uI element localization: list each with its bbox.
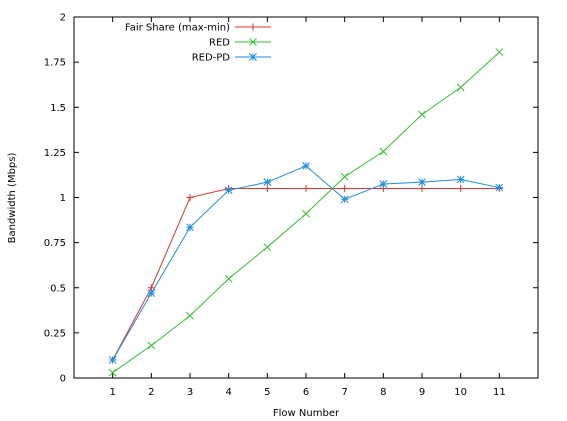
data-point-red-pd — [340, 195, 349, 204]
legend-marker-red-pd — [249, 53, 257, 61]
data-point-red-pd — [108, 356, 117, 364]
data-point-red — [495, 48, 504, 57]
data-point-red-pd — [495, 183, 504, 192]
data-point-red — [186, 311, 194, 320]
data-point-fair-share-max-min — [341, 184, 349, 192]
y-axis-title: Bandwidth (Mbps) — [7, 153, 18, 244]
plot-frame — [73, 16, 539, 379]
y-tick-label: 1.5 — [50, 103, 66, 114]
data-point-red — [379, 147, 388, 156]
data-point-red — [224, 274, 233, 283]
data-point-red-pd — [302, 162, 310, 170]
data-point-fair-share-max-min — [186, 194, 194, 201]
data-point-fair-share-max-min — [418, 184, 426, 192]
y-tick-label: 2 — [60, 13, 66, 24]
data-point-red-pd — [456, 175, 465, 184]
x-tick-label: 6 — [303, 387, 309, 398]
data-point-fair-share-max-min — [263, 184, 271, 192]
y-tick-label: 1.25 — [44, 148, 66, 159]
y-tick-label: 1.75 — [44, 58, 66, 69]
x-tick-label: 11 — [493, 387, 506, 398]
data-point-red — [147, 341, 156, 350]
legend-label-fair-share-max-min: Fair Share (max-min) — [125, 23, 230, 34]
y-tick-label: 0.5 — [50, 283, 66, 294]
data-point-red — [108, 368, 117, 377]
x-tick-label: 9 — [419, 387, 425, 398]
x-tick-label: 1 — [109, 387, 115, 398]
data-point-red — [456, 83, 465, 92]
x-tick-label: 4 — [225, 387, 231, 398]
data-point-red-pd — [186, 223, 194, 232]
legend-marker-red — [249, 38, 257, 46]
x-tick-label: 3 — [187, 387, 193, 398]
legend-label-red: RED — [209, 38, 230, 49]
x-tick-label: 5 — [264, 387, 270, 398]
data-point-fair-share-max-min — [457, 184, 465, 192]
data-point-red-pd — [418, 178, 426, 187]
data-point-red-pd — [263, 178, 272, 187]
x-axis-title: Flow Number — [273, 408, 340, 419]
data-point-red — [340, 172, 349, 181]
legend: Fair Share (max-min) RED RED-PD — [125, 23, 271, 64]
series-red-pd — [108, 162, 504, 364]
x-tick-label: 2 — [148, 387, 154, 398]
data-point-red — [418, 110, 426, 119]
legend-label-red-pd: RED-PD — [192, 53, 231, 64]
data-point-red-pd — [147, 289, 156, 298]
y-tick-label: 0.25 — [44, 328, 66, 339]
y-tick-label: 0 — [60, 374, 66, 385]
legend-marker-fair-share-max-min — [249, 23, 257, 31]
x-tick-label: 8 — [380, 387, 386, 398]
series-red — [108, 48, 504, 377]
series-fair-share-max-min — [109, 184, 503, 364]
data-point-red — [263, 243, 272, 251]
data-point-red — [302, 209, 310, 218]
y-tick-label: 0.75 — [44, 238, 66, 249]
data-point-red-pd — [379, 180, 388, 188]
x-tick-label: 7 — [341, 387, 347, 398]
data-point-fair-share-max-min — [302, 184, 310, 192]
series-line-red — [112, 51, 500, 373]
data-point-red-pd — [224, 186, 233, 195]
y-tick-label: 1 — [60, 193, 66, 204]
x-tick-label: 10 — [454, 387, 467, 398]
